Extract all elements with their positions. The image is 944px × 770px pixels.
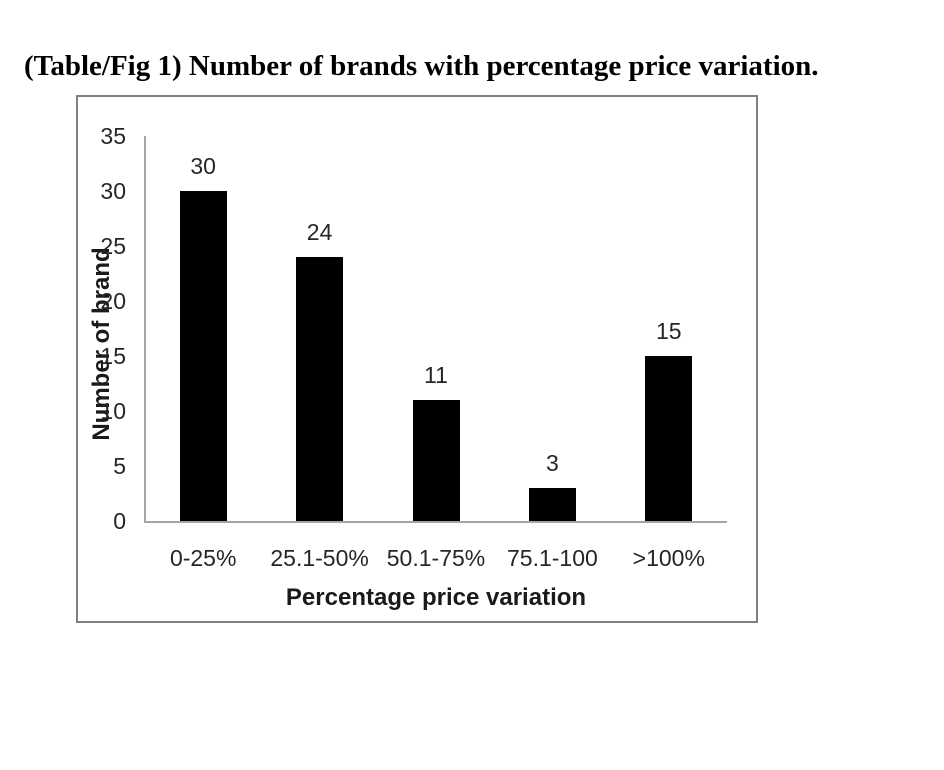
y-tick-label: 0 xyxy=(113,508,126,534)
y-tick-label: 15 xyxy=(100,343,126,369)
y-tick-label: 30 xyxy=(100,178,126,204)
y-axis-line xyxy=(144,136,146,523)
bar-value-label: 15 xyxy=(656,318,682,344)
x-tick-label: 50.1-75% xyxy=(386,545,486,571)
figure-caption: (Table/Fig 1) Number of brands with perc… xyxy=(24,50,819,82)
bar xyxy=(645,356,693,521)
y-tick-label: 10 xyxy=(100,398,126,424)
x-tick-label: 25.1-50% xyxy=(270,545,369,571)
bar-value-label: 3 xyxy=(545,450,559,476)
x-axis-line xyxy=(144,521,727,523)
x-tick-label: 0-25% xyxy=(169,545,237,571)
y-tick-label: 20 xyxy=(100,288,126,314)
x-axis-title: Percentage price variation xyxy=(285,584,587,611)
bar xyxy=(296,257,344,521)
x-tick-label: 75.1-100 xyxy=(506,545,598,571)
bar-value-label: 11 xyxy=(424,362,448,388)
bar xyxy=(179,191,227,521)
bar-value-label: 30 xyxy=(190,153,216,179)
plot-area: Number of brand 0 5 10 15 20 25 30 35 30 24 11 3 15… xyxy=(78,97,756,621)
y-tick-label: 25 xyxy=(100,233,126,259)
bar xyxy=(412,400,460,521)
bar-chart-frame: Number of brand 0 5 10 15 20 25 30 35 30 24 11 3 15… xyxy=(76,95,758,623)
bar xyxy=(528,488,576,521)
bar-value-label: 24 xyxy=(306,219,333,245)
y-tick-label: 5 xyxy=(113,453,126,479)
x-tick-label: >100% xyxy=(632,545,705,571)
y-tick-label: 35 xyxy=(100,123,126,149)
